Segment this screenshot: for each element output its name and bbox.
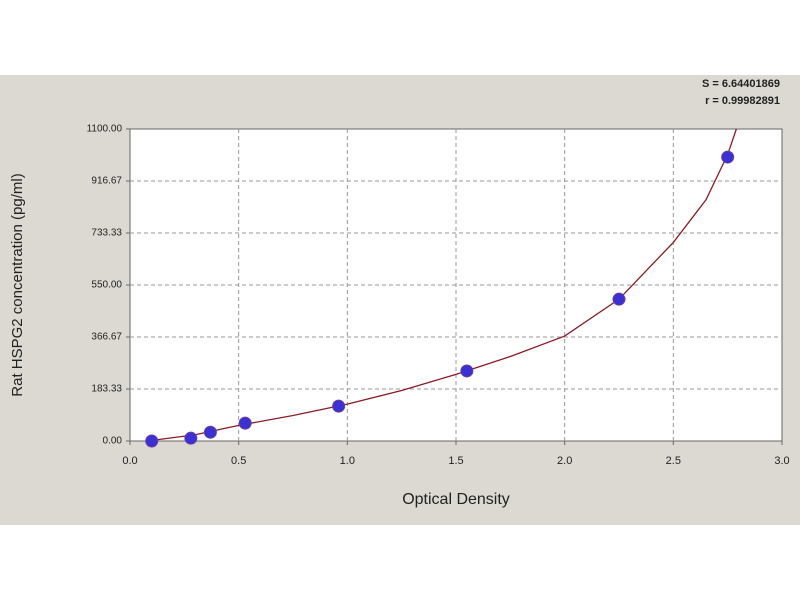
x-tick-label: 0.0 bbox=[122, 455, 137, 467]
annotation: S = 6.64401869 bbox=[702, 78, 780, 90]
y-tick-label: 916.67 bbox=[91, 176, 122, 187]
x-tick-label: 1.5 bbox=[448, 455, 463, 467]
data-point bbox=[612, 292, 626, 306]
data-point bbox=[145, 434, 159, 448]
data-point bbox=[184, 431, 198, 445]
annotation: r = 0.99982891 bbox=[705, 95, 780, 107]
data-point bbox=[203, 425, 217, 439]
y-tick-label: 550.00 bbox=[91, 280, 122, 291]
data-point bbox=[460, 364, 474, 378]
y-tick-label: 1100.00 bbox=[87, 124, 123, 135]
y-tick-label: 366.67 bbox=[91, 332, 122, 343]
data-point bbox=[238, 416, 252, 430]
x-tick-label: 1.0 bbox=[340, 455, 355, 467]
data-point bbox=[332, 399, 346, 413]
y-tick-label: 733.33 bbox=[91, 228, 122, 239]
y-tick-label: 183.33 bbox=[91, 384, 122, 395]
y-tick-label: 0.00 bbox=[103, 436, 123, 447]
data-point bbox=[721, 150, 735, 164]
y-axis-title: Rat HSPG2 concentration (pg/ml) bbox=[9, 173, 26, 396]
x-tick-label: 2.5 bbox=[666, 455, 681, 467]
x-tick-label: 0.5 bbox=[231, 455, 246, 467]
x-axis-title: Optical Density bbox=[402, 491, 510, 508]
x-tick-label: 2.0 bbox=[557, 455, 572, 467]
x-tick-label: 3.0 bbox=[774, 455, 789, 467]
